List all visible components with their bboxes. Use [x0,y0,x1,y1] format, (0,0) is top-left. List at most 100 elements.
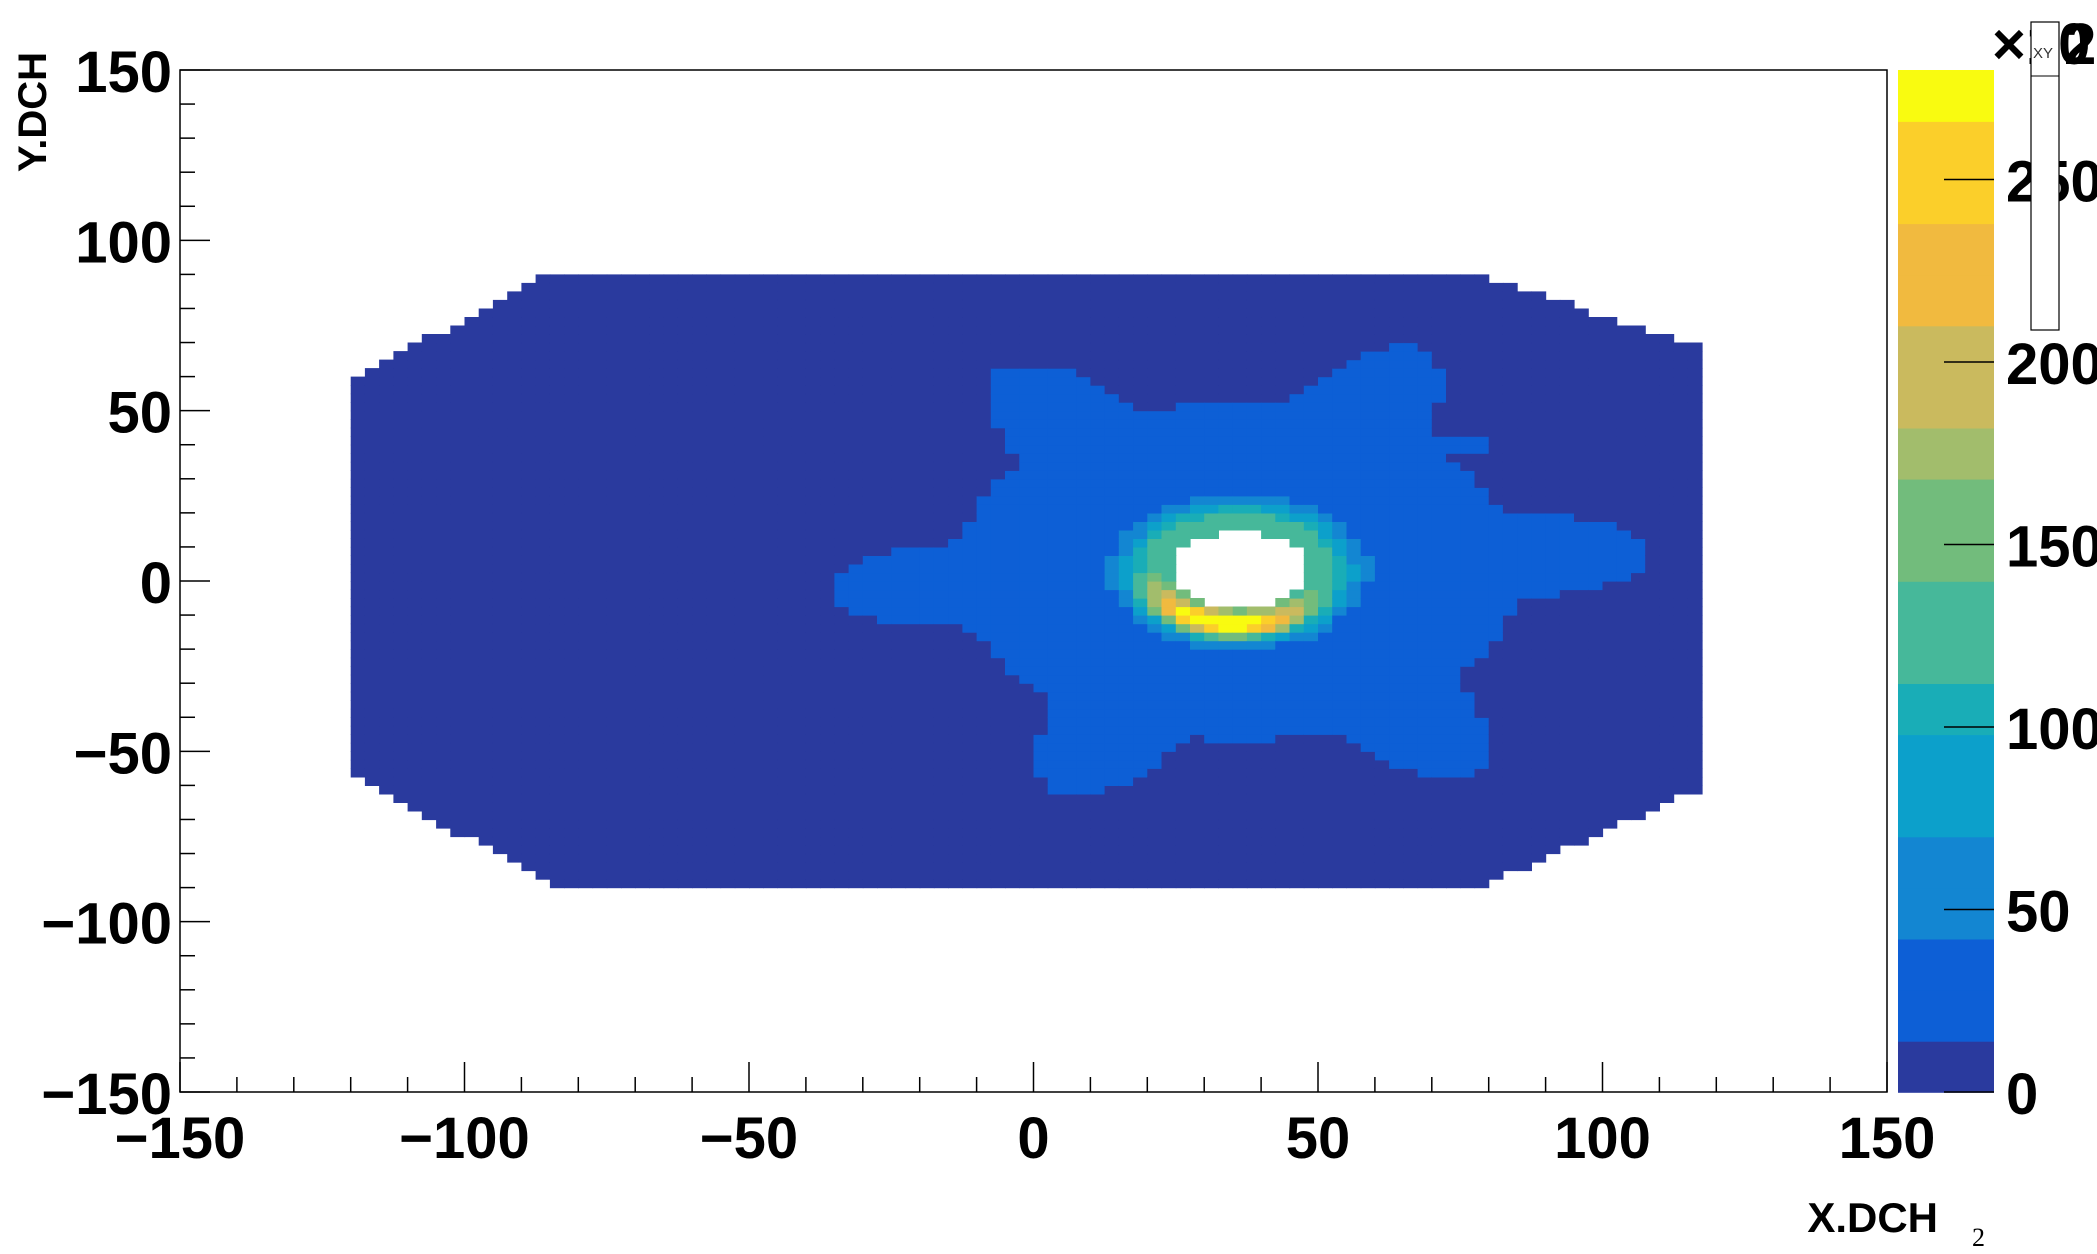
heatmap-cell [464,359,480,369]
heatmap-cell [649,751,665,761]
heatmap-cell [862,444,878,454]
heatmap-cell [1289,334,1305,344]
heatmap-cell [1118,444,1134,454]
heatmap-cell [720,555,736,565]
heatmap-cell [1275,759,1291,769]
heatmap-cell [1332,819,1347,829]
heatmap-cell [549,785,565,795]
heatmap-cell [507,299,522,309]
heatmap-cell [1161,419,1177,429]
heatmap-cell [578,282,594,292]
heatmap-cell [990,870,1006,880]
heatmap-cell [1104,487,1120,497]
heatmap-cell [749,461,764,471]
heatmap-cell [1289,657,1305,667]
heatmap-cell [393,640,409,650]
heatmap-cell [976,402,992,412]
heatmap-cell [706,615,722,625]
heatmap-cell [1133,870,1148,880]
heatmap-cell [820,836,835,846]
heatmap-cell [1246,845,1262,855]
heatmap-cell [1261,802,1276,812]
heatmap-cell [677,529,693,539]
heatmap-cell [492,640,508,650]
heatmap-cell [1005,589,1020,599]
heatmap-cell [649,640,665,650]
heatmap-cell [1232,683,1248,693]
heatmap-cell [805,581,821,591]
heatmap-cell [692,512,707,522]
heatmap-cell [464,453,480,463]
heatmap-cell [877,853,892,863]
heatmap-cell [1346,828,1362,838]
heatmap-cell [649,470,665,480]
heatmap-cell [1332,529,1347,539]
heatmap-cell [606,581,622,591]
heatmap-cell [1190,334,1205,344]
heatmap-cell [1232,393,1248,403]
heatmap-cell [976,572,992,582]
heatmap-cell [1118,845,1134,855]
heatmap-cell [1133,776,1148,786]
heatmap-cell [578,649,594,659]
heatmap-cell [848,538,864,548]
heatmap-cell [1147,853,1163,863]
heatmap-cell [635,598,650,608]
heatmap-cell [1289,419,1305,429]
heatmap-cell [1346,461,1362,471]
heatmap-cell [777,793,793,803]
heatmap-cell [421,802,437,812]
heatmap-cell [1275,700,1291,710]
heatmap-cell [507,427,522,437]
heatmap-cell [692,666,707,676]
heatmap-cell [1332,504,1347,514]
heatmap-cell [1033,495,1049,505]
heatmap-cell [606,879,622,889]
heatmap-cell [720,785,736,795]
heatmap-cell [1090,649,1106,659]
heatmap-cell [933,700,949,710]
heatmap-cell [919,836,935,846]
heatmap-cell [1303,649,1319,659]
heatmap-cell [393,700,409,710]
heatmap-cell [507,793,522,803]
heatmap-cell [592,581,608,591]
heatmap-cell [891,385,907,395]
heatmap-cell [862,657,878,667]
heatmap-cell [1062,742,1077,752]
heatmap-cell [1047,879,1063,889]
heatmap-cell [1318,853,1333,863]
heatmap-cell [749,640,764,650]
heatmap-cell [1374,419,1390,429]
heatmap-cell [905,444,921,454]
heatmap-cell [621,623,636,633]
heatmap-cell [1147,359,1163,369]
heatmap-cell [1261,308,1276,318]
heatmap-cell [848,870,864,880]
heatmap-cell [891,419,907,429]
heatmap-cell [606,351,622,361]
heatmap-cell [421,700,437,710]
heatmap-cell [507,819,522,829]
heatmap-cell [492,700,508,710]
heatmap-layer [350,274,1703,889]
heatmap-cell [905,393,921,403]
heatmap-cell [649,478,665,488]
heatmap-cell [805,572,821,582]
heatmap-cell [492,657,508,667]
heatmap-cell [1118,359,1134,369]
heatmap-cell [535,368,551,378]
heatmap-cell [1033,870,1049,880]
heatmap-cell [1161,666,1177,676]
heatmap-cell [1161,657,1177,667]
heatmap-cell [763,793,778,803]
heatmap-cell [706,368,722,378]
heatmap-cell [692,572,707,582]
heatmap-cell [549,351,565,361]
heatmap-cell [578,785,594,795]
heatmap-cell [379,725,394,735]
heatmap-cell [706,623,722,633]
heatmap-cell [1062,317,1077,327]
heatmap-cell [564,538,579,548]
heatmap-cell [393,785,409,795]
